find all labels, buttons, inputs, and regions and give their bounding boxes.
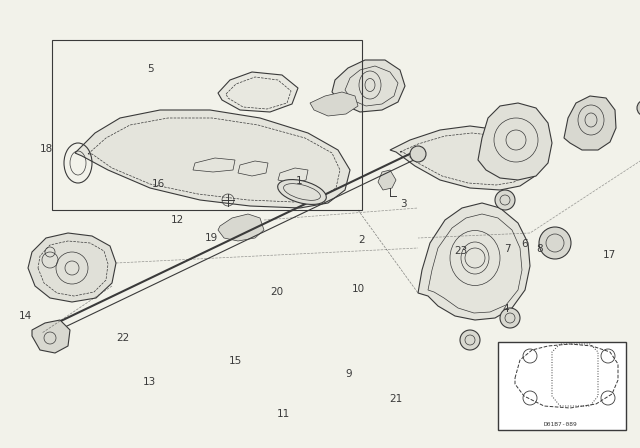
Text: 15: 15 (229, 356, 242, 366)
Text: 22: 22 (116, 333, 129, 343)
Polygon shape (332, 60, 405, 112)
Polygon shape (418, 203, 530, 320)
Text: 1: 1 (296, 177, 303, 186)
Text: 4: 4 (502, 304, 509, 314)
Ellipse shape (278, 180, 326, 204)
Polygon shape (310, 92, 358, 116)
Ellipse shape (539, 227, 571, 259)
Text: 5: 5 (147, 65, 154, 74)
Circle shape (495, 190, 515, 210)
Polygon shape (218, 72, 298, 112)
Polygon shape (28, 233, 116, 302)
Text: 2: 2 (358, 235, 365, 245)
Text: 21: 21 (389, 394, 402, 404)
Text: 18: 18 (40, 144, 52, 154)
Text: 16: 16 (152, 179, 165, 189)
Polygon shape (478, 103, 552, 180)
Polygon shape (165, 112, 198, 138)
Bar (52, 40, 362, 210)
Polygon shape (390, 126, 538, 190)
Circle shape (460, 330, 480, 350)
Text: 10: 10 (352, 284, 365, 294)
Polygon shape (564, 96, 616, 150)
Circle shape (637, 100, 640, 116)
Text: 17: 17 (603, 250, 616, 260)
Text: D01B7-089: D01B7-089 (543, 422, 577, 426)
Text: 7: 7 (504, 244, 511, 254)
Circle shape (410, 146, 426, 162)
Text: 3: 3 (400, 199, 406, 209)
Text: 14: 14 (19, 311, 32, 321)
Text: 23: 23 (454, 246, 467, 256)
Polygon shape (75, 110, 350, 208)
Polygon shape (218, 214, 264, 241)
Text: 13: 13 (143, 377, 156, 387)
Text: 6: 6 (522, 239, 528, 249)
Polygon shape (378, 170, 396, 190)
Text: 19: 19 (205, 233, 218, 243)
Bar (498, 342, 626, 430)
Text: 8: 8 (536, 244, 543, 254)
Text: 20: 20 (270, 287, 283, 297)
Polygon shape (32, 320, 70, 353)
Text: 11: 11 (277, 409, 290, 419)
Text: 9: 9 (346, 369, 352, 379)
Text: 12: 12 (172, 215, 184, 224)
Circle shape (500, 308, 520, 328)
